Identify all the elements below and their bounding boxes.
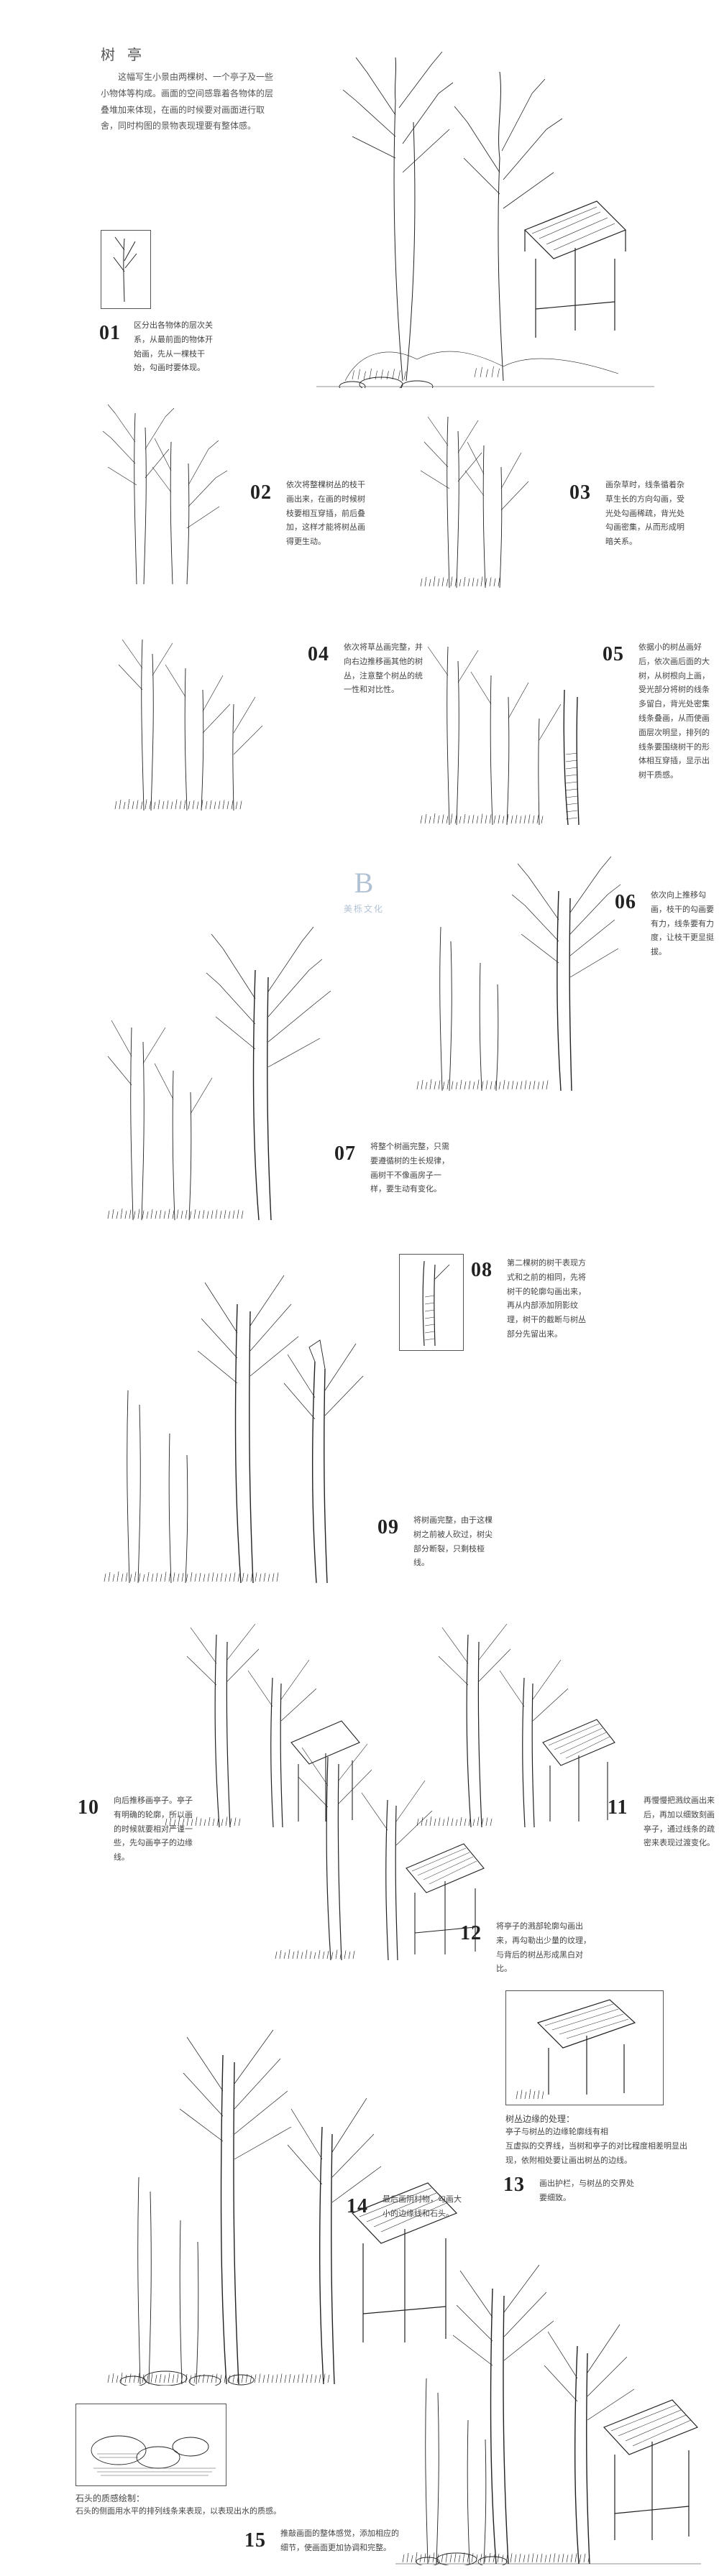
step03-sketch [399,402,564,589]
step05-num: 05 [603,643,624,666]
step12-text: 将亭子的溅部轮廓勾画出来，再勾勒出少量的纹理，与背后的树丛形成黑白对比。 [496,1920,597,1977]
bush-note-body: 亭子与树丛的边缘轮廓线有相互虚拟的交界线，当树和亭子的对比程度相差明显出现，依附… [505,2125,692,2168]
intro-text: 这幅写生小景由两棵树、一个亭子及一些小物体等构成。画面的空间感靠着各物体的层叠堆… [101,69,280,134]
step09-num: 09 [377,1516,399,1539]
step10-text: 向后推移画亭子。亭子有明确的轮廓，所以画的时候就要相对严谨一些，先勾画亭子的边缘… [114,1794,193,1865]
step05-text: 依据小的树丛画好后，依次画后面的大树，从树根向上画，受光部分将树的线条多留白，背… [638,641,710,783]
step08-text: 第二棵树的树干表现方式和之前的相同，先将树干的轮廓勾画出来，再从内部添加阴影纹理… [507,1257,586,1342]
step01-num: 01 [99,322,121,345]
step07-num: 07 [334,1142,356,1165]
rock-note-title: 石头的质感绘制： [75,2492,145,2504]
step11-num: 11 [608,1796,628,1819]
bush-note-sketch [509,1994,660,2102]
step01-sketch [106,236,145,303]
step12-num: 12 [460,1922,482,1945]
final-sketch [388,2249,705,2565]
step03-num: 03 [569,481,591,504]
step09-text: 将树画完整，由于这棵树之前被人砍过，树尖部分断裂，只剩枝桠线。 [413,1514,493,1571]
hero-sketch [288,43,661,388]
bush-note-title: 树丛边缘的处理： [505,2113,574,2125]
step13-text: 画出护栏，与树丛的交界处要细致。 [539,2177,640,2206]
step13-num: 13 [503,2174,525,2197]
watermark-glyph: B [354,866,374,900]
rock-note-sketch [79,2407,223,2483]
step06-num: 06 [615,891,636,914]
step15-text: 推敲画面的整体感觉，添加相应的细节，使画面更加协调和完整。 [280,2527,403,2556]
step11-text: 再慢慢把溅纹画出来后，再加以细致刻画亭子，通过线条的疏密来表现过渡变化。 [644,1794,715,1851]
step05-sketch [399,625,615,826]
step08-num: 08 [471,1259,493,1282]
step06-sketch [399,848,629,1092]
step14-text: 最后画阴村物，勾画大小的边缘线和石头。 [383,2193,462,2222]
step08-sketch [403,1257,460,1347]
step02-num: 02 [250,481,272,504]
step01-text: 区分出各物体的层次关系，从最前面的物体开始画，先从一棵枝干始，勾画时要体现。 [134,319,213,376]
step10-num: 10 [78,1796,99,1819]
rock-note-body: 石头的侧面用水平的排列线条来表现，以表现出水的质感。 [75,2505,284,2519]
watermark-text: 美栎文化 [344,902,384,915]
step03-text: 画杂草时，线条循着杂草生长的方向勾画，受光处勾画稀疏，背光处勾画密集，从而形成明… [605,479,684,550]
watermark: B 美栎文化 [344,866,384,915]
step12-sketch [255,1725,493,1962]
step06-text: 依次向上推移勾画，枝干的勾画要有力，线条要有力度，让枝干更显挺拔。 [651,889,715,960]
step07-sketch [90,913,334,1222]
step04-num: 04 [308,643,329,666]
step04-sketch [93,625,302,812]
step02-text: 依次将整棵树丛的枝干画出来，在画的时候树枝要相互穿插，前后叠加，这样才能将树丛画… [286,479,365,550]
step07-text: 将整个树画完整，只需要遵循树的生长规律，画树干不像画房子一样，要生动有变化。 [370,1140,449,1197]
step02-sketch [93,399,244,586]
step15-num: 15 [244,2529,266,2552]
step09-sketch [86,1254,388,1584]
step14-num: 14 [347,2195,368,2218]
page-title: 树 亭 [101,43,146,64]
